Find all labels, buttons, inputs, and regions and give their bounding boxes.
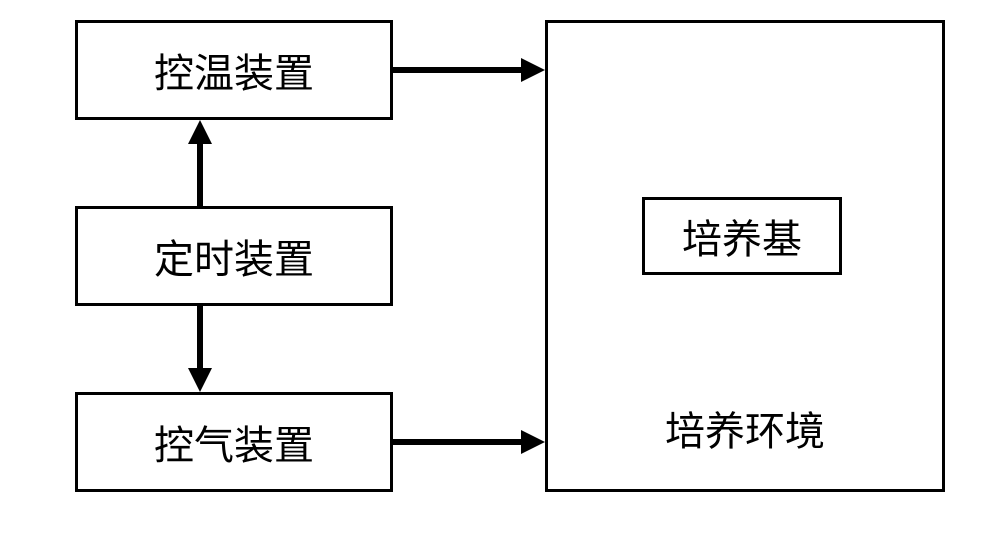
node-temp-control-label: 控温装置: [154, 41, 314, 99]
node-medium-label: 培养基: [682, 207, 802, 265]
node-gas-control-label: 控气装置: [154, 413, 314, 471]
node-gas-control: 控气装置: [75, 392, 393, 492]
node-temp-control: 控温装置: [75, 20, 393, 120]
edge-gas-to-env-head: [521, 430, 545, 454]
edge-timer-to-gas-head: [188, 368, 212, 392]
node-medium: 培养基: [642, 197, 842, 275]
edge-gas-to-env: [393, 439, 521, 445]
edge-temp-to-env: [393, 67, 521, 73]
edge-timer-to-temp-head: [188, 120, 212, 144]
edge-timer-to-gas: [197, 306, 203, 368]
node-culture-env-label: 培养环境: [665, 399, 825, 457]
edge-temp-to-env-head: [521, 58, 545, 82]
node-timer-label: 定时装置: [154, 227, 314, 285]
edge-timer-to-temp: [197, 144, 203, 206]
node-timer: 定时装置: [75, 206, 393, 306]
